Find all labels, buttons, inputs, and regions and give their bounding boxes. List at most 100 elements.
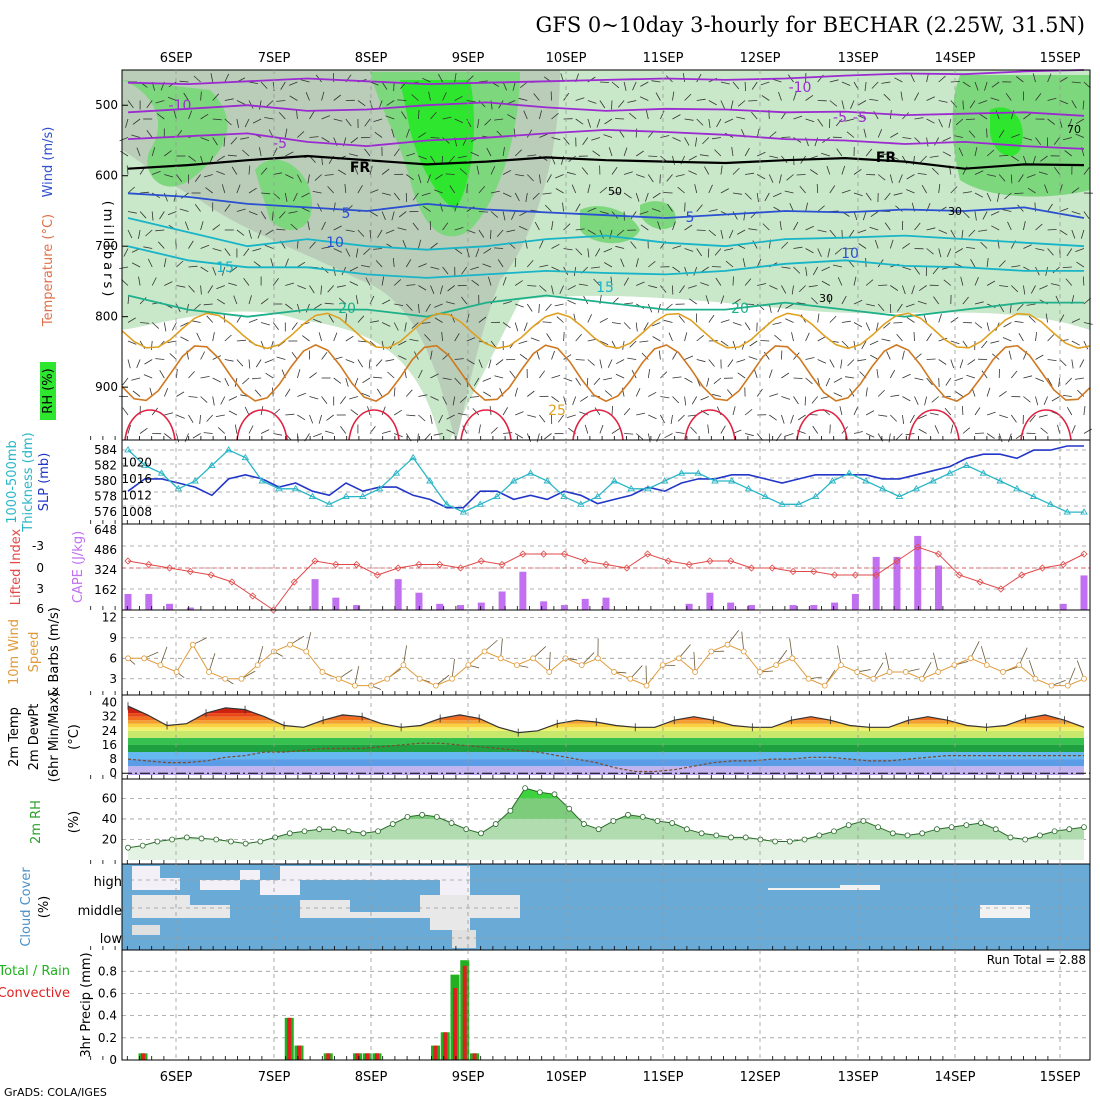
wind-barb (454, 377, 462, 385)
wind-barb (216, 298, 226, 305)
wind-barb (242, 149, 250, 157)
wind-barb (1079, 359, 1085, 368)
wind-barb (881, 338, 891, 342)
wind-barb (756, 258, 762, 268)
wind-barb (460, 296, 468, 305)
rh-point (713, 832, 720, 839)
wind-barb (364, 118, 371, 127)
wind-barb (769, 155, 779, 159)
wind-barb (506, 229, 516, 233)
rh-point (286, 830, 293, 837)
wind-barb (200, 137, 210, 142)
wind-barb (804, 396, 806, 406)
wind-barb (302, 335, 310, 342)
rh-point (875, 824, 881, 831)
wind-barb (848, 229, 855, 238)
ylabel-wind: Wind (m/s) (41, 127, 56, 198)
wind-barb (393, 279, 402, 286)
thickness-point (258, 477, 266, 484)
wind-barb (897, 303, 903, 312)
lifted-point (290, 578, 298, 586)
wind-barb (1071, 318, 1081, 323)
wind-speed-point (1064, 682, 1071, 689)
thickness-point (795, 500, 803, 507)
wind-barb (883, 93, 891, 101)
wind-barb (212, 224, 221, 231)
wind-barb (284, 258, 289, 268)
cloud-clear-areas (132, 866, 1030, 948)
wind-barb (301, 192, 310, 198)
wind-barb (527, 154, 537, 157)
wind-barb (714, 248, 722, 256)
wind-barb (839, 406, 843, 416)
wind-barb (716, 118, 722, 128)
wind-barb-10m (403, 645, 408, 666)
wind-barb (398, 340, 407, 346)
wind-barb (724, 248, 734, 251)
precip-conv-bar (433, 1045, 438, 1060)
rh-point (228, 838, 234, 845)
cape-bar (415, 592, 423, 610)
wind-speed-point (983, 662, 990, 669)
wind-barb (677, 414, 685, 422)
wind-barb (865, 387, 868, 397)
wind-speed-point (854, 669, 861, 675)
wind-barb (526, 129, 533, 138)
wind-barb (355, 248, 359, 258)
wind-barb (248, 211, 258, 216)
wind-barb (781, 285, 787, 294)
wind-barb (276, 100, 286, 102)
rh-point (404, 813, 411, 820)
thickness-point (610, 477, 619, 484)
thickness-point (627, 484, 635, 492)
cape-bar (810, 605, 818, 610)
contour-label: FR (350, 160, 371, 176)
wind-barb (539, 174, 541, 184)
wind-barb (599, 229, 604, 239)
cape-ytick: 648 (94, 523, 117, 537)
bottom-date-2: 8SEP (355, 1070, 388, 1085)
wind-barb (1035, 354, 1044, 360)
wind-barb (212, 396, 215, 406)
wind-barb (146, 130, 153, 138)
wind-barb (926, 137, 929, 147)
wind-barb-10m (305, 632, 312, 652)
wind-barb (696, 334, 704, 342)
wind-barb (318, 332, 322, 342)
wind-barb (1030, 285, 1036, 294)
wind-barb (575, 359, 585, 361)
wind-barb (424, 433, 431, 441)
wind-barb (793, 221, 799, 231)
wind-barb (814, 137, 819, 147)
ylabel-rh2m-unit: (%) (67, 811, 82, 834)
wind-barb (514, 280, 523, 286)
thickness-point (526, 469, 535, 476)
wind-barb (853, 211, 858, 221)
wind-barb (664, 433, 673, 439)
rh-mid-region-6 (640, 201, 676, 230)
wind-barb (833, 377, 843, 383)
wind-barb (805, 118, 815, 123)
wind-barb (212, 93, 219, 101)
wind-barb (210, 73, 214, 83)
wind-barb (381, 276, 385, 286)
wind-barb (1023, 396, 1031, 403)
wind-speed-point (757, 669, 763, 675)
rh-point (139, 842, 146, 849)
wind-barb (369, 229, 372, 240)
wind-barb (914, 266, 921, 275)
wind-barb (974, 322, 983, 329)
wind-barb (515, 411, 524, 416)
wind-barb (494, 375, 504, 379)
wind-barb (693, 266, 698, 276)
temp-band (128, 727, 1084, 731)
wind-barb (462, 425, 468, 434)
wind-barb (696, 98, 706, 101)
rh-point (992, 826, 999, 833)
wind-barb (623, 407, 631, 416)
bottom-date-labels: 6SEP 7SEP 8SEP 9SEP 10SEP 11SEP 12SEP 13SEP 14SE… (160, 1070, 1081, 1085)
wind-barb (990, 97, 1000, 101)
wind-barb (176, 433, 180, 443)
wind-barb (1059, 339, 1069, 342)
wind-barb (1071, 100, 1077, 109)
